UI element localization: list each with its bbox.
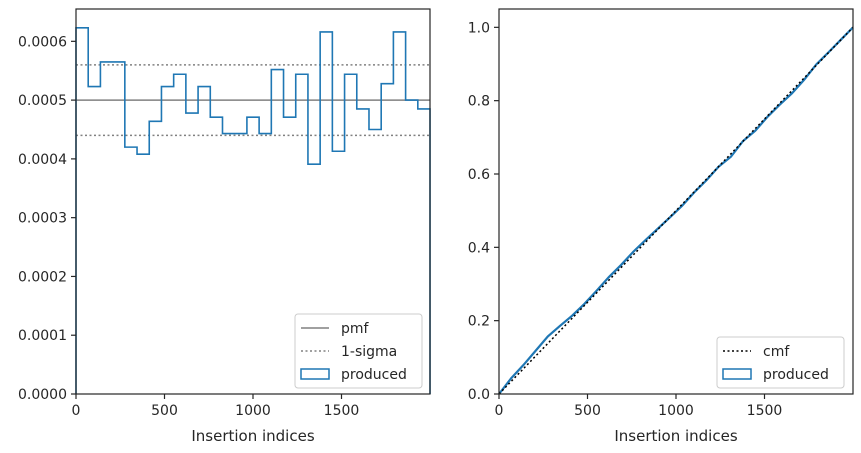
produced-cumulative-line	[498, 26, 854, 395]
right-legend: cmf produced	[716, 336, 845, 389]
x-tick-label: 1500	[324, 403, 360, 419]
left-x-axis-label: Insertion indices	[191, 427, 314, 445]
y-tick-label: 0.0002	[18, 269, 67, 285]
cmf-line	[498, 26, 854, 395]
y-tick-label: 0.8	[468, 94, 490, 110]
left-legend: pmf 1-sigma produced	[294, 313, 423, 389]
left-chart: 0 500 1000 1500 0.0000 0.0001 0.0002 0.0003 0.0…	[18, 8, 431, 445]
x-tick-label: 0	[495, 403, 504, 419]
produced-histogram	[75, 27, 431, 394]
y-tick-label: 0.0001	[18, 328, 67, 344]
x-tick-label: 1500	[747, 403, 783, 419]
right-x-axis-label: Insertion indices	[614, 427, 737, 445]
legend-produced-patch	[300, 368, 330, 380]
y-tick-label: 0.2	[468, 314, 490, 330]
y-tick-label: 0.0006	[18, 34, 67, 50]
y-tick-label: 0.0	[468, 387, 490, 403]
legend-pmf-label: pmf	[341, 321, 370, 337]
legend-produced-label: produced	[341, 367, 407, 383]
y-tick-label: 0.4	[468, 240, 490, 256]
y-tick-label: 0.0000	[18, 387, 67, 403]
y-tick-label: 0.6	[468, 167, 490, 183]
legend-produced-patch	[722, 368, 752, 380]
y-tick-label: 0.0003	[18, 211, 67, 227]
x-tick-label: 1000	[235, 403, 271, 419]
legend-cmf-label: cmf	[763, 344, 790, 360]
x-tick-label: 0	[72, 403, 81, 419]
legend-produced-label: produced	[763, 367, 829, 383]
x-tick-label: 1000	[658, 403, 694, 419]
right-chart-frame	[498, 8, 854, 395]
y-tick-label: 0.0005	[18, 93, 67, 109]
x-tick-label: 500	[151, 403, 178, 419]
legend-1-sigma-label: 1-sigma	[341, 344, 397, 360]
y-tick-label: 1.0	[468, 20, 490, 36]
y-tick-label: 0.0004	[18, 152, 67, 168]
x-tick-label: 500	[574, 403, 601, 419]
right-chart: 0 500 1000 1500 0.0 0.2 0.4 0.6 0.8 1.0 Insertio…	[468, 8, 854, 445]
